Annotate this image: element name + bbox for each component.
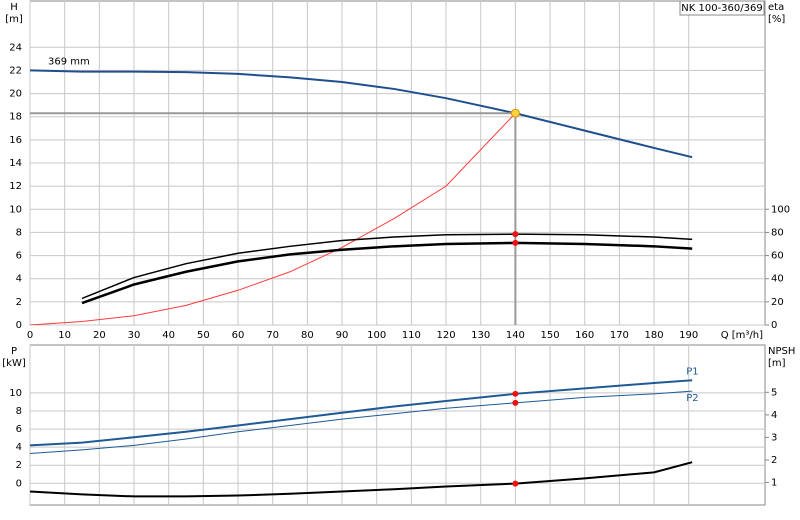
plot-area [29, 344, 766, 506]
x-tick-label: 70 [266, 330, 279, 341]
y-tick-label: 6 [16, 251, 22, 262]
y-tick-label: 10 [9, 388, 22, 399]
y-tick-label: 2 [16, 460, 22, 471]
duty-npsh-point [512, 480, 519, 487]
y-tick-label: 24 [9, 42, 22, 53]
x-tick-label: 120 [436, 330, 455, 341]
curve [30, 112, 516, 325]
y2-tick-label: 0 [771, 320, 777, 331]
y-axis-label: P [11, 346, 17, 357]
x-tick-label: 0 [27, 330, 33, 341]
y-tick-label: 4 [16, 274, 22, 285]
duty-eta-point [512, 231, 519, 238]
x-tick-label: 20 [93, 330, 106, 341]
y2-tick-label: 20 [771, 297, 784, 308]
x-tick-label: 60 [232, 330, 245, 341]
y-tick-label: 22 [9, 65, 22, 76]
duty-power-point [512, 399, 519, 406]
y2-tick-label: 60 [771, 251, 784, 262]
y2-axis-unit: [m] [768, 358, 786, 369]
x-tick-label: 100 [367, 330, 386, 341]
duty-power-point [512, 390, 519, 397]
y-tick-label: 14 [9, 158, 22, 169]
x-axis-label: Q [m³/h] [721, 330, 763, 341]
x-tick-label: 50 [197, 330, 210, 341]
x-tick-label: 160 [575, 330, 594, 341]
curve [30, 379, 693, 447]
y2-axis-label: eta [768, 2, 784, 13]
y2-tick-label: 4 [771, 410, 777, 421]
y-tick-label: 0 [16, 320, 22, 331]
y-tick-label: 6 [16, 424, 22, 435]
curve [30, 390, 693, 454]
curve-label: P2 [686, 393, 698, 404]
y2-tick-label: 80 [771, 227, 784, 238]
y2-tick-label: 3 [771, 432, 777, 443]
y-tick-label: 16 [9, 135, 22, 146]
x-tick-label: 10 [58, 330, 71, 341]
x-tick-label: 40 [162, 330, 175, 341]
x-tick-label: 150 [541, 330, 560, 341]
y2-tick-label: 2 [771, 455, 777, 466]
chart-title: NK 100-360/369 [681, 3, 762, 14]
duty-eta-point [512, 239, 519, 246]
y-tick-label: 10 [9, 204, 22, 215]
x-tick-label: 170 [610, 330, 629, 341]
y-tick-label: 0 [16, 478, 22, 489]
x-tick-label: 130 [471, 330, 490, 341]
y-axis-unit: [m] [5, 14, 23, 25]
y2-tick-label: 1 [771, 477, 777, 488]
y-tick-label: 20 [9, 89, 22, 100]
y2-axis-label: NPSH [768, 346, 795, 357]
x-tick-label: 140 [506, 330, 525, 341]
y2-tick-label: 40 [771, 274, 784, 285]
y-axis-unit: [kW] [2, 358, 26, 369]
y-tick-label: 12 [9, 181, 22, 192]
curve [30, 69, 693, 159]
x-tick-label: 30 [128, 330, 141, 341]
curve [81, 233, 693, 300]
curve [81, 241, 693, 305]
x-tick-label: 80 [301, 330, 314, 341]
x-tick-label: 190 [679, 330, 698, 341]
y-tick-label: 18 [9, 112, 22, 123]
y2-tick-label: 5 [771, 387, 777, 398]
y-axis-label: H [10, 2, 18, 13]
y-tick-label: 8 [16, 227, 22, 238]
y2-tick-label: 100 [771, 204, 790, 215]
curve-label: P1 [686, 366, 698, 377]
y-tick-label: 8 [16, 406, 22, 417]
curve-label: 369 mm [48, 56, 90, 67]
duty-point [510, 108, 520, 118]
y2-axis-unit: [%] [768, 14, 785, 25]
x-tick-label: 110 [402, 330, 421, 341]
curve [30, 461, 693, 498]
title-box [679, 0, 765, 16]
x-tick-label: 90 [336, 330, 349, 341]
y-tick-label: 4 [16, 442, 22, 453]
x-tick-label: 180 [645, 330, 664, 341]
y-tick-label: 2 [16, 297, 22, 308]
